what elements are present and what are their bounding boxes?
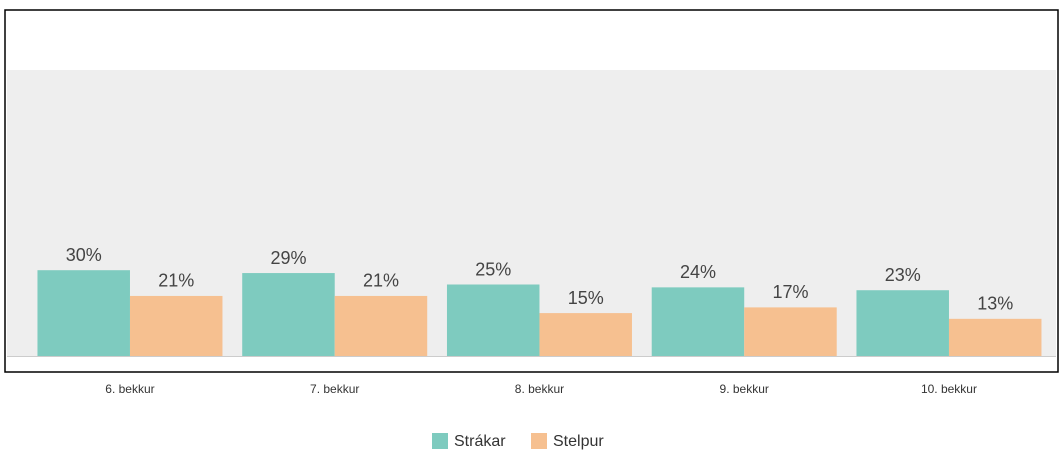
bar: [334, 295, 428, 356]
data-label: 29%: [270, 248, 306, 268]
x-tick-label: 7. bekkur: [310, 382, 359, 396]
data-label: 13%: [977, 294, 1013, 314]
bar: [129, 295, 223, 356]
legend-swatch: [432, 433, 448, 449]
x-tick-label: 10. bekkur: [921, 382, 977, 396]
bar: [744, 307, 837, 356]
x-tick-label: 6. bekkur: [105, 382, 154, 396]
bar: [446, 284, 540, 356]
bar: [651, 287, 745, 356]
data-label: 30%: [66, 245, 102, 265]
bar: [242, 273, 335, 356]
bar: [856, 290, 949, 356]
data-label: 24%: [680, 262, 716, 282]
bar: [539, 313, 632, 356]
bar: [37, 270, 130, 356]
x-tick-label: 8. bekkur: [515, 382, 564, 396]
data-label: 25%: [475, 259, 511, 279]
bar: [948, 318, 1042, 356]
legend-label: Strákar: [454, 433, 506, 450]
data-label: 21%: [158, 271, 194, 291]
data-label: 15%: [568, 288, 604, 308]
data-label: 17%: [772, 282, 808, 302]
x-tick-label: 9. bekkur: [720, 382, 769, 396]
data-label: 23%: [885, 265, 921, 285]
legend-swatch: [531, 433, 547, 449]
legend-label: Stelpur: [553, 433, 604, 450]
data-label: 21%: [363, 271, 399, 291]
